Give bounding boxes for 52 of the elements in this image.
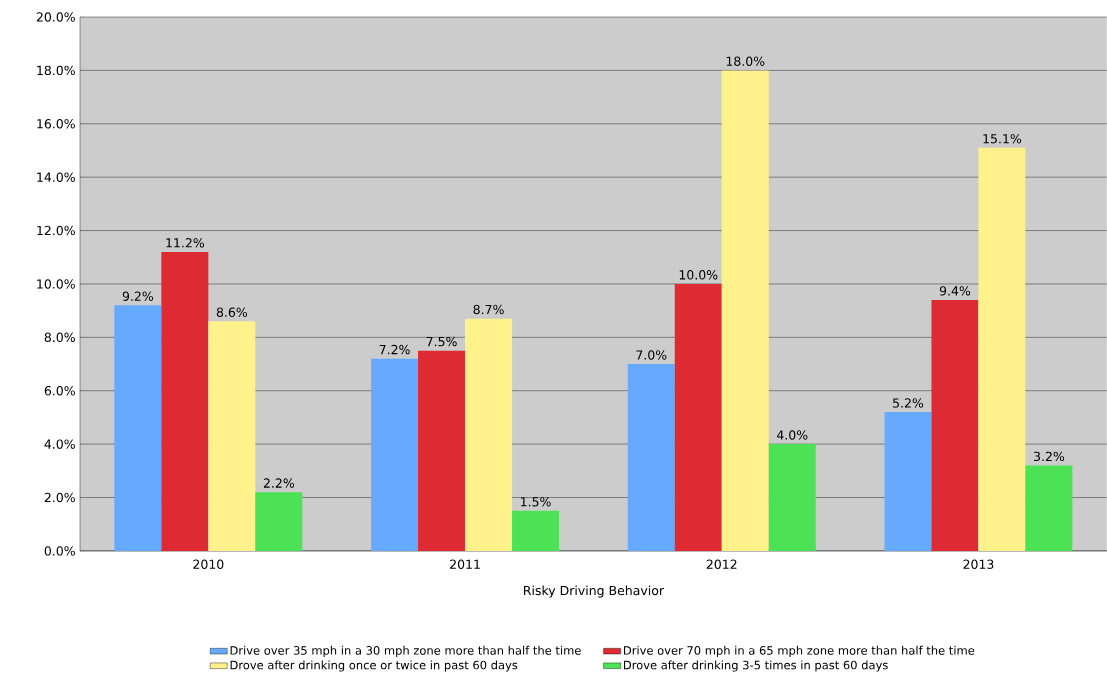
x-tick-label: 2010 [193,559,224,570]
data-label: 11.2% [166,238,204,248]
data-label: 15.1% [983,134,1022,144]
bar [627,364,675,551]
bar [1025,465,1073,551]
data-label: 9.4% [939,286,971,296]
data-label: 5.2% [893,398,924,408]
y-tick-label: 18.0% [37,65,75,76]
x-axis-title: Risky Driving Behavior [524,585,665,598]
bar [674,284,722,551]
bar [512,510,560,551]
legend-label: Drove after drinking once or twice in past 60 days [230,660,518,672]
bar [371,358,419,551]
data-label: 8.7% [473,304,504,315]
x-tick-label: 2012 [706,559,737,570]
bar [255,492,303,551]
data-label: 7.0% [636,350,667,360]
y-tick-label: 12.0% [37,225,75,236]
data-label: 4.0% [776,430,808,440]
bar [208,321,256,551]
legend-label: Drove after drinking 3-5 times in past 60 days [623,660,888,672]
data-label: 7.2% [379,344,410,355]
data-label: 8.6% [216,307,248,318]
data-label: 10.0% [679,270,718,280]
bar [884,412,932,551]
data-label: 7.5% [426,336,457,347]
data-label: 18.0% [726,56,765,67]
y-tick-label: 0.0% [44,546,75,556]
bar [161,251,209,551]
bar [465,318,513,551]
x-tick-label: 2013 [963,559,994,570]
bar [721,70,769,551]
bar [768,444,816,551]
y-tick-label: 14.0% [37,172,75,182]
bar [418,350,466,551]
y-tick-label: 10.0% [37,279,75,289]
y-tick-label: 20.0% [36,12,75,22]
bar [978,147,1026,551]
legend-label: Drive over 35 mph in a 30 mph zone more than half the time [230,645,581,658]
data-label: 9.2% [122,291,154,301]
y-tick-label: 8.0% [44,332,75,343]
data-label: 1.5% [521,497,551,507]
legend-label: Drive over 70 mph in a 65 mph zone more than half the time [623,645,975,658]
x-tick-label: 2011 [450,559,480,570]
data-label: 3.2% [1034,451,1065,462]
bar [931,300,979,551]
y-tick-label: 16.0% [37,119,75,129]
bar [114,305,162,551]
y-tick-label: 6.0% [44,386,75,396]
data-label: 2.2% [263,478,295,488]
y-tick-label: 4.0% [44,439,75,449]
y-tick-label: 2.0% [44,492,75,503]
